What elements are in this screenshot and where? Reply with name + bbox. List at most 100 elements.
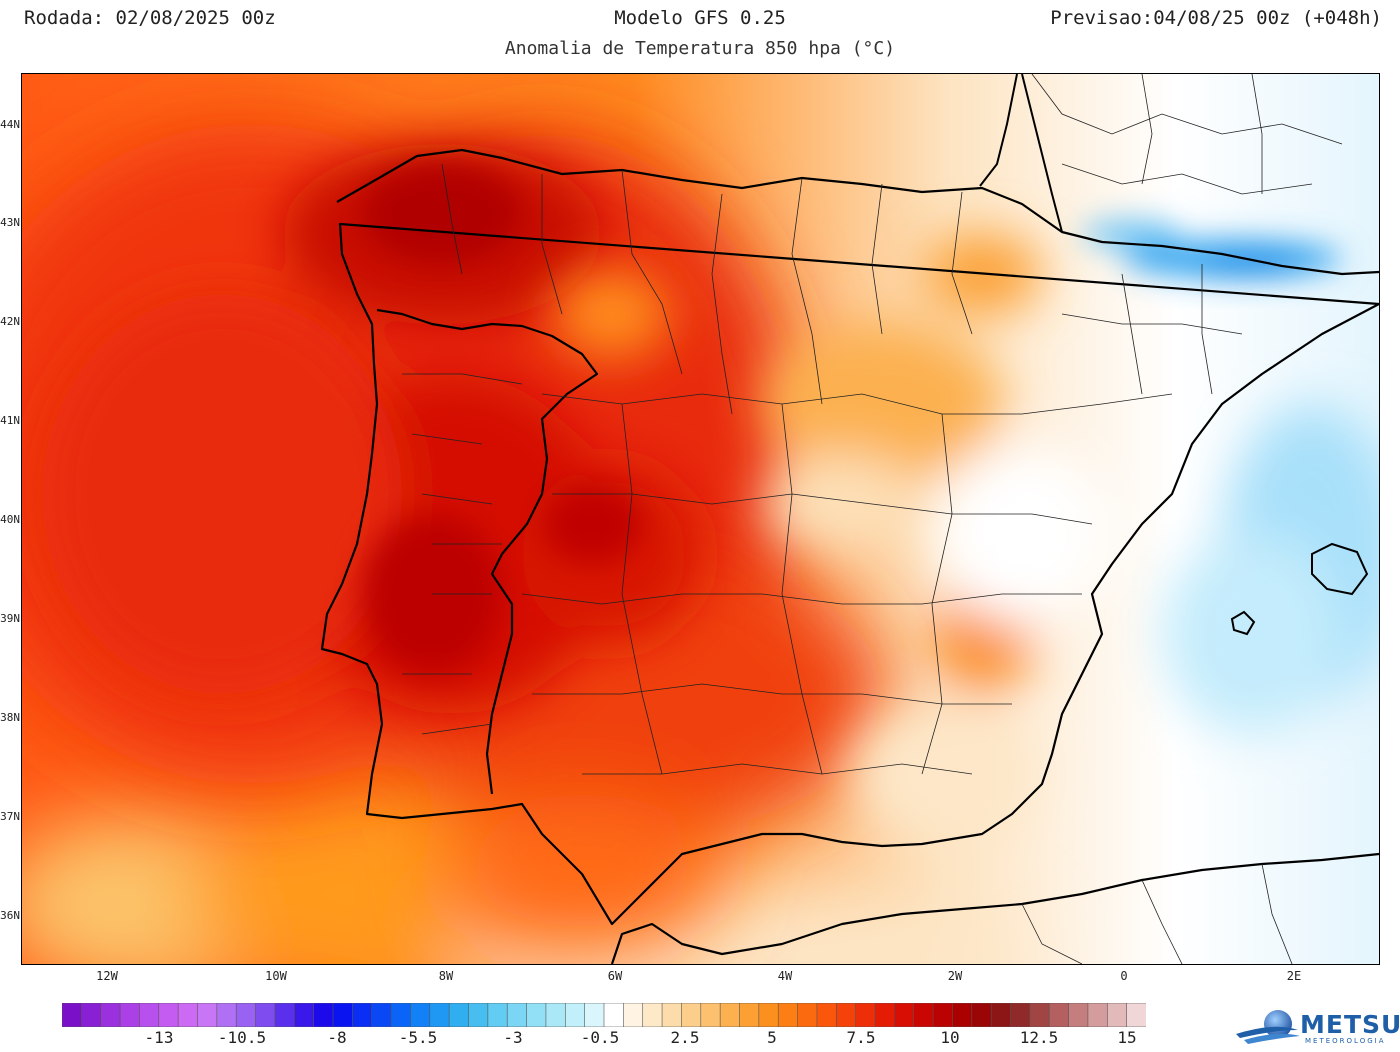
colorbar-swatch bbox=[661, 1003, 683, 1027]
colorbar-swatch bbox=[197, 1003, 218, 1027]
africa-coastline bbox=[610, 852, 1379, 964]
colorbar-swatch bbox=[971, 1003, 992, 1027]
colorbar-tick: -8 bbox=[327, 1028, 347, 1047]
colorbar-swatch bbox=[564, 1003, 586, 1027]
colorbar-swatch bbox=[332, 1003, 354, 1027]
colorbar-swatch bbox=[255, 1003, 276, 1027]
colorbar-swatch bbox=[177, 1003, 199, 1027]
colorbar-swatch bbox=[313, 1003, 334, 1027]
colorbar-swatch bbox=[952, 1003, 973, 1027]
ibiza-island bbox=[1230, 610, 1256, 636]
colorbar-swatch bbox=[855, 1003, 876, 1027]
colorbar-swatch bbox=[293, 1003, 315, 1027]
colorbar-swatch bbox=[1126, 1003, 1146, 1027]
colorbar-swatch bbox=[1068, 1003, 1089, 1027]
colorbar-swatch bbox=[894, 1003, 915, 1027]
model-title: Modelo GFS 0.25 bbox=[614, 7, 786, 29]
mallorca-island bbox=[1311, 542, 1369, 596]
colorbar-swatch bbox=[642, 1003, 663, 1027]
lat-label-42n: 42N bbox=[0, 315, 20, 328]
lat-label-40n: 40N bbox=[0, 513, 20, 526]
colorbar-swatch bbox=[448, 1003, 470, 1027]
colorbar-swatch bbox=[468, 1003, 489, 1027]
colorbar-tick: -0.5 bbox=[580, 1028, 620, 1047]
cold-anomaly-field bbox=[1162, 404, 1379, 734]
colorbar-tick: 15 bbox=[1117, 1028, 1137, 1047]
temperature-anomaly-map bbox=[21, 73, 1380, 965]
colorbar-swatch bbox=[352, 1003, 373, 1027]
colorbar-tick: -3 bbox=[503, 1028, 523, 1047]
lon-label-4w: 4W bbox=[777, 969, 793, 983]
colorbar-swatch bbox=[1029, 1003, 1051, 1027]
lat-label-36n: 36N bbox=[0, 909, 20, 922]
colorbar-swatch bbox=[506, 1003, 528, 1027]
colorbar-tick: -5.5 bbox=[398, 1028, 438, 1047]
colorbar-tick: -13 bbox=[144, 1028, 174, 1047]
colorbar-tick: 10 bbox=[940, 1028, 960, 1047]
colorbar-tick: 5 bbox=[767, 1028, 777, 1047]
colorbar bbox=[62, 1003, 1146, 1027]
lon-label-2w: 2W bbox=[947, 969, 963, 983]
colorbar-swatch bbox=[623, 1003, 644, 1027]
colorbar-tick: 7.5 bbox=[846, 1028, 876, 1047]
colorbar-swatch bbox=[932, 1003, 954, 1027]
colorbar-swatch bbox=[429, 1003, 450, 1027]
colorbar-swatch bbox=[81, 1003, 102, 1027]
colorbar-swatch bbox=[487, 1003, 509, 1027]
colorbar-swatch bbox=[1048, 1003, 1070, 1027]
lon-label-10w: 10W bbox=[265, 969, 287, 983]
run-time-label: Rodada: 02/08/2025 00z bbox=[24, 7, 276, 29]
colorbar-swatch bbox=[777, 1003, 799, 1027]
colorbar-swatch bbox=[603, 1003, 625, 1027]
lon-label-0: 0 bbox=[1120, 969, 1128, 983]
colorbar-swatch bbox=[1010, 1003, 1031, 1027]
colorbar-swatch bbox=[158, 1003, 179, 1027]
map-subtitle: Anomalia de Temperatura 850 hpa (°C) bbox=[504, 38, 896, 59]
lon-label-8w: 8W bbox=[438, 969, 454, 983]
colorbar-tick: 2.5 bbox=[670, 1028, 700, 1047]
province-boundaries bbox=[402, 74, 1343, 964]
colorbar-swatch bbox=[526, 1003, 547, 1027]
colorbar-swatch bbox=[700, 1003, 721, 1027]
colorbar-swatch bbox=[719, 1003, 741, 1027]
lon-label-12w: 12W bbox=[96, 969, 118, 983]
colorbar-swatch bbox=[100, 1003, 121, 1027]
forecast-time-label: Previsao:04/08/25 00z (+048h) bbox=[1050, 7, 1382, 29]
lon-label-2e: 2E bbox=[1286, 969, 1302, 983]
colorbar-swatch bbox=[739, 1003, 760, 1027]
lat-label-41n: 41N bbox=[0, 414, 20, 427]
colorbar-swatch bbox=[545, 1003, 567, 1027]
lat-label-44n: 44N bbox=[0, 118, 20, 131]
colorbar-swatch bbox=[371, 1003, 392, 1027]
colorbar-swatch bbox=[681, 1003, 702, 1027]
metsul-logo-icon bbox=[1236, 1010, 1300, 1044]
lat-label-39n: 39N bbox=[0, 612, 20, 625]
colorbar-swatch bbox=[797, 1003, 818, 1027]
colorbar-swatch bbox=[816, 1003, 838, 1027]
colorbar-swatch bbox=[1106, 1003, 1128, 1027]
colorbar-swatch bbox=[913, 1003, 934, 1027]
iberia-coastline bbox=[320, 148, 1379, 926]
france-border bbox=[979, 74, 1063, 233]
colorbar-swatch bbox=[584, 1003, 605, 1027]
colorbar-tick: 12.5 bbox=[1019, 1028, 1059, 1047]
colorbar-swatch bbox=[835, 1003, 857, 1027]
colorbar-swatch bbox=[410, 1003, 431, 1027]
colorbar-tick: -10.5 bbox=[217, 1028, 267, 1047]
metsul-logo-subtext: METEOROLOGIA bbox=[1305, 1037, 1386, 1045]
colorbar-swatch bbox=[758, 1003, 780, 1027]
colorbar-swatch bbox=[235, 1003, 257, 1027]
portugal-spain-border bbox=[376, 308, 599, 795]
colorbar-swatch bbox=[139, 1003, 160, 1027]
colorbar-swatch bbox=[390, 1003, 412, 1027]
lat-label-43n: 43N bbox=[0, 216, 20, 229]
colorbar-swatch bbox=[216, 1003, 238, 1027]
metsul-logo-text: METSUL bbox=[1300, 1010, 1400, 1039]
interior-field bbox=[552, 234, 1112, 844]
lat-label-37n: 37N bbox=[0, 810, 20, 823]
colorbar-swatch bbox=[1087, 1003, 1109, 1027]
colorbar-swatch bbox=[874, 1003, 896, 1027]
colorbar-swatch bbox=[274, 1003, 296, 1027]
lat-label-38n: 38N bbox=[0, 711, 20, 724]
lon-label-6w: 6W bbox=[607, 969, 623, 983]
